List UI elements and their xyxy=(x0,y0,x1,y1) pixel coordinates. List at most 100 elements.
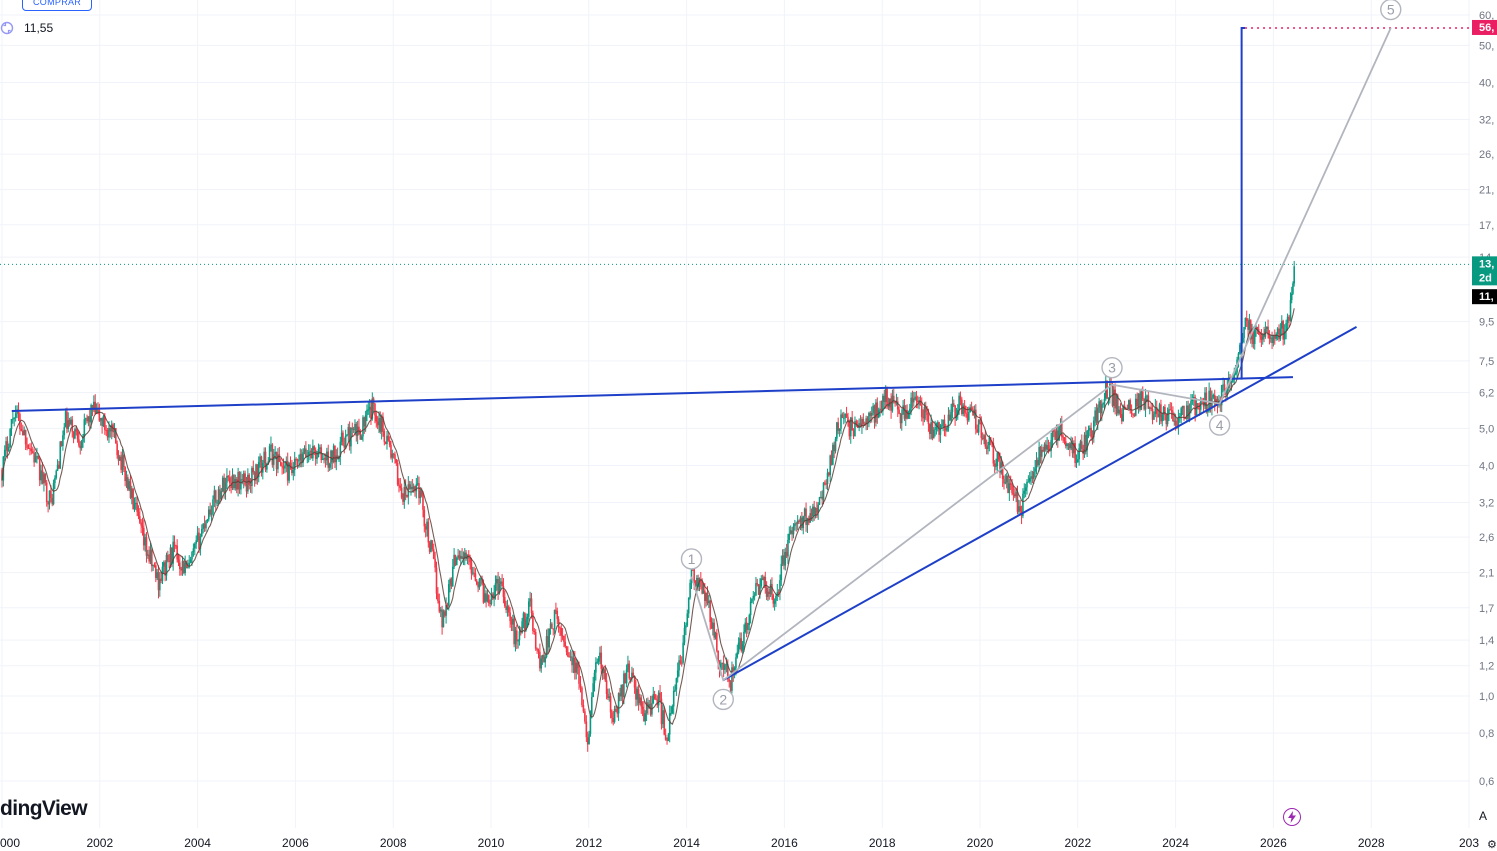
drawing-annotations[interactable]: 1 2 3 4 5 xyxy=(0,0,1470,711)
candle-body xyxy=(814,508,817,515)
gear-icon[interactable]: ⚙ xyxy=(1487,839,1497,851)
candle-body xyxy=(611,712,613,719)
candle-body xyxy=(828,472,830,476)
candle-body xyxy=(653,694,656,699)
candle-body xyxy=(1059,423,1062,428)
candle-body xyxy=(481,578,483,584)
candle-body xyxy=(419,490,422,499)
candle-body xyxy=(74,429,76,439)
candle-body xyxy=(809,513,811,523)
candle-body xyxy=(462,557,465,560)
candle-body xyxy=(697,577,699,587)
candle-body xyxy=(427,521,430,543)
candle-body xyxy=(882,395,884,412)
candle-body xyxy=(1194,397,1196,416)
candle-body xyxy=(144,537,146,546)
candle-body xyxy=(335,455,338,463)
candle-body xyxy=(292,470,295,474)
candle-body xyxy=(98,410,101,421)
chart-grid xyxy=(0,0,1470,828)
candle-body xyxy=(244,473,246,485)
candle-body xyxy=(1097,407,1099,423)
candle-body xyxy=(380,416,383,432)
candle-body xyxy=(298,460,300,462)
candle-body xyxy=(1127,400,1130,410)
candle-body xyxy=(435,567,438,594)
candle-body xyxy=(767,591,769,597)
y-tick-label: 7,5 xyxy=(1479,356,1494,368)
candle-body xyxy=(66,411,68,429)
y-tick-label: 4,0 xyxy=(1479,460,1494,472)
candle-body xyxy=(334,445,336,463)
candle-body xyxy=(93,401,95,411)
candle-body xyxy=(549,623,552,629)
candle-body xyxy=(418,483,420,499)
candle-body xyxy=(759,586,761,595)
candle-body xyxy=(1054,431,1056,440)
candle-body xyxy=(515,630,518,642)
candle-body xyxy=(241,479,244,481)
candle-body xyxy=(277,454,279,470)
candle-body xyxy=(164,562,166,576)
candle-body xyxy=(637,689,640,704)
candle-body xyxy=(844,413,846,418)
auto-scale-button[interactable]: A xyxy=(1478,809,1487,823)
y-tick-label: 17, xyxy=(1479,220,1494,232)
candle-body xyxy=(88,416,91,423)
candle-body xyxy=(364,415,367,427)
candle-body xyxy=(523,613,526,630)
candle-body xyxy=(633,676,636,688)
candle-body xyxy=(192,548,195,553)
candle-body xyxy=(21,430,24,436)
candle-body xyxy=(919,400,922,406)
time-axis[interactable]: 000 2002 2004 2006 2008 2010 2012 2014 2016 2018 2… xyxy=(0,836,1479,850)
candle-body xyxy=(824,482,826,484)
candle-body xyxy=(399,485,402,488)
candle-body xyxy=(156,572,158,578)
candle-body xyxy=(227,475,230,478)
candle-body xyxy=(1056,430,1059,441)
candle-body xyxy=(1109,384,1111,398)
candle-body xyxy=(1075,462,1078,464)
candle-body xyxy=(588,733,590,745)
candle-body xyxy=(533,630,536,632)
price-axis[interactable]: 60,50,40,32,26,21,17,14,9,57,56,25,04,03… xyxy=(1472,10,1497,788)
candle-body xyxy=(1162,406,1165,415)
candle-body xyxy=(708,600,710,604)
candle-body xyxy=(660,698,663,725)
candle-body xyxy=(644,713,647,722)
candle-body xyxy=(912,398,915,403)
candle-body xyxy=(795,523,798,525)
candle-body xyxy=(172,541,174,564)
candle-body xyxy=(175,545,177,547)
vertical-projection-line xyxy=(1240,26,1246,380)
candle-body xyxy=(1268,334,1271,339)
candle-body xyxy=(87,416,90,422)
candle-body xyxy=(1081,441,1083,450)
candle-body xyxy=(903,405,906,419)
candle-body xyxy=(101,417,103,427)
candle-body xyxy=(1267,326,1269,335)
candle-body xyxy=(1070,442,1072,449)
candle-body xyxy=(485,593,487,602)
flash-button[interactable] xyxy=(1283,808,1301,826)
candle-body xyxy=(1157,413,1159,417)
candle-body xyxy=(1192,397,1195,399)
candle-body xyxy=(33,452,35,463)
candle-body xyxy=(279,461,282,466)
candle-body xyxy=(851,417,853,431)
candle-body xyxy=(806,517,809,525)
candle-body xyxy=(740,638,743,651)
x-tick-label: 2012 xyxy=(575,836,602,850)
buy-button[interactable]: COMPRAR xyxy=(22,0,93,11)
candle-body xyxy=(675,678,678,690)
candle-body xyxy=(278,454,281,462)
candle-body xyxy=(605,680,608,694)
sync-icon[interactable] xyxy=(0,21,14,35)
candle-body xyxy=(861,418,863,427)
candle-body xyxy=(1172,411,1174,421)
candle-body xyxy=(167,554,169,561)
candle-body xyxy=(1036,460,1039,466)
candle-body xyxy=(906,409,908,419)
